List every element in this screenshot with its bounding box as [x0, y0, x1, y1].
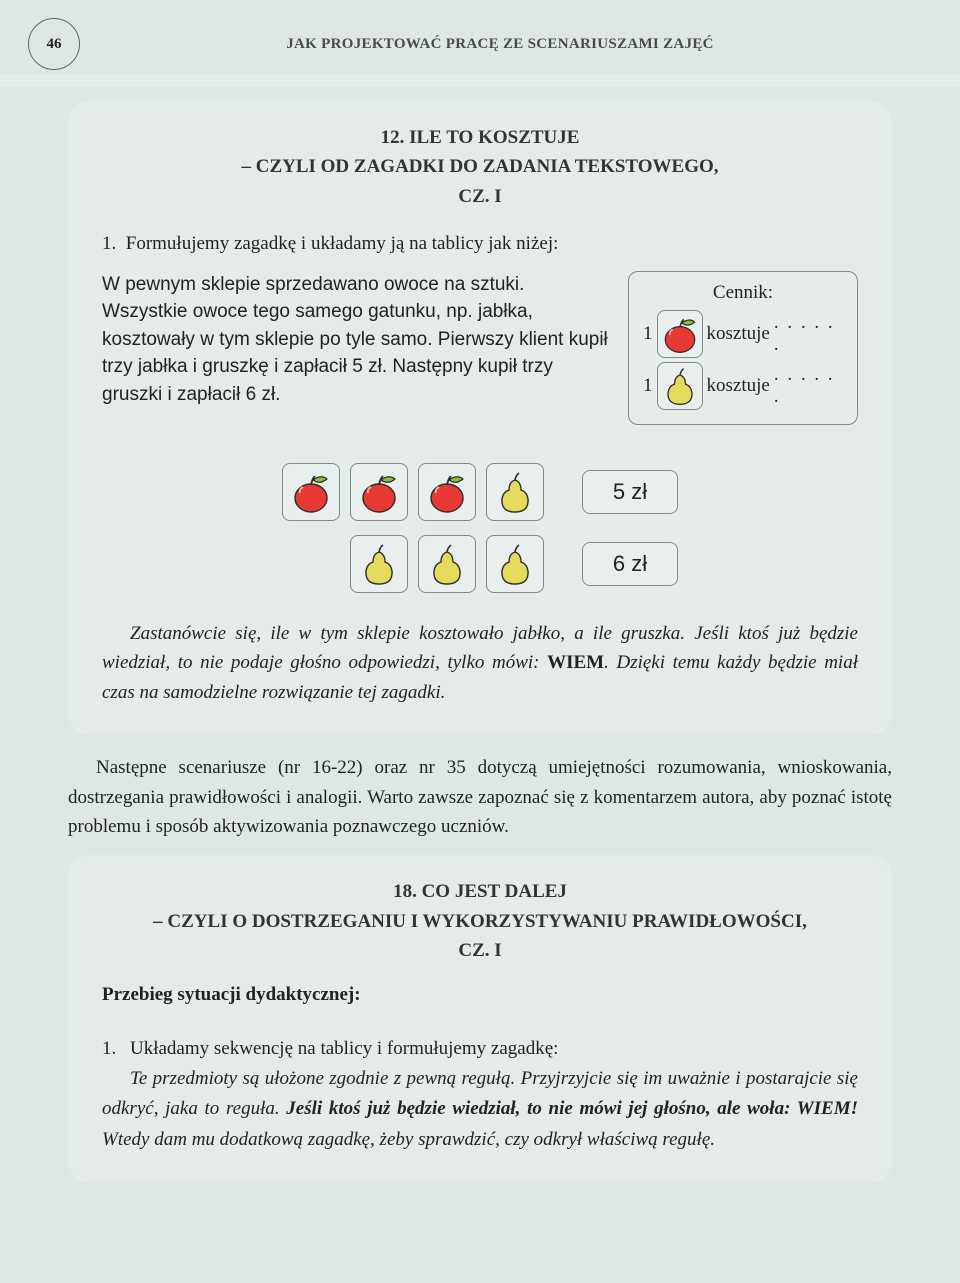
title-line: CZ. I — [458, 940, 501, 961]
apple-icon — [350, 463, 408, 521]
fruit-equations: 5 zł 6 zł — [102, 463, 858, 593]
title-line: 18. CO JEST DALEJ — [393, 881, 567, 902]
numbered-item: 1.Układamy sekwencję na tablicy i formuł… — [102, 1034, 858, 1156]
italic-instruction: Zastanówcie się, ile w tym sklepie koszt… — [102, 619, 858, 707]
kosztuje-label: kosztuje — [707, 323, 770, 345]
pear-icon — [657, 362, 703, 410]
price-list-title: Cennik: — [643, 282, 843, 304]
pear-icon — [486, 535, 544, 593]
item-bold-italic: Jeśli ktoś już będzie wiedział, to nie m… — [286, 1098, 858, 1119]
item-plain: Układamy sekwencję na tablicy i formułuj… — [130, 1038, 558, 1059]
price-value: 5 zł — [582, 470, 678, 514]
pear-icon — [486, 463, 544, 521]
fruit-line-1: 5 zł — [282, 463, 678, 521]
kosztuje-label: kosztuje — [707, 375, 770, 397]
price-value: 6 zł — [582, 542, 678, 586]
problem-paragraph: W pewnym sklepie sprzedawano owoce na sz… — [102, 271, 610, 409]
item-italic-2: Wtedy dam mu dodatkową zagadkę, żeby spr… — [102, 1129, 715, 1150]
problem-row: W pewnym sklepie sprzedawano owoce na sz… — [102, 271, 858, 425]
apple-icon — [657, 310, 703, 358]
item-number: 1. — [102, 1034, 130, 1064]
apple-icon — [282, 463, 340, 521]
section-1-title: 12. ILE TO KOSZTUJE – CZYLI OD ZAGADKI D… — [102, 123, 858, 211]
apple-icon — [418, 463, 476, 521]
page-header: 46 JAK PROJEKTOWAĆ PRACĘ ZE SCENARIUSZAM… — [0, 0, 960, 80]
running-head: JAK PROJEKTOWAĆ PRACĘ ZE SCENARIUSZAMI Z… — [80, 36, 920, 53]
page: 46 JAK PROJEKTOWAĆ PRACĘ ZE SCENARIUSZAM… — [0, 0, 960, 1283]
section-1-panel: 12. ILE TO KOSZTUJE – CZYLI OD ZAGADKI D… — [68, 101, 892, 735]
title-line: – CZYLI OD ZAGADKI DO ZADANIA TEKSTOWEGO… — [241, 156, 718, 177]
dots: . . . . . . — [774, 364, 843, 408]
qty-label: 1 — [643, 375, 653, 397]
title-line: 12. ILE TO KOSZTUJE — [381, 127, 580, 148]
section-2-panel: 18. CO JEST DALEJ – CZYLI O DOSTRZEGANIU… — [68, 855, 892, 1183]
title-line: CZ. I — [458, 186, 501, 207]
content-area: 12. ILE TO KOSZTUJE – CZYLI OD ZAGADKI D… — [0, 101, 960, 1241]
dots: . . . . . . — [774, 312, 843, 356]
subsection-head: Przebieg sytuacji dydaktycznej: — [102, 984, 858, 1006]
between-paragraph: Następne scenariusze (nr 16-22) oraz nr … — [68, 753, 892, 841]
page-number-badge: 46 — [28, 18, 80, 70]
pear-icon — [350, 535, 408, 593]
title-line: – CZYLI O DOSTRZEGANIU I WYKORZYSTYWANIU… — [153, 911, 807, 932]
wiem-bold: WIEM — [547, 652, 604, 673]
header-divider — [0, 80, 960, 81]
price-row-pear: 1 kosztuje . . . . . . — [643, 362, 843, 410]
price-list-box: Cennik: 1 kosztuje . . . . . . 1 kosztuj… — [628, 271, 858, 425]
pear-icon — [418, 535, 476, 593]
fruit-line-2: 6 zł — [282, 535, 678, 593]
qty-label: 1 — [643, 323, 653, 345]
lead-line: 1. Formułujemy zagadkę i układamy ją na … — [102, 229, 858, 258]
page-number: 46 — [47, 36, 62, 53]
price-row-apple: 1 kosztuje . . . . . . — [643, 310, 843, 358]
section-2-title: 18. CO JEST DALEJ – CZYLI O DOSTRZEGANIU… — [102, 877, 858, 965]
